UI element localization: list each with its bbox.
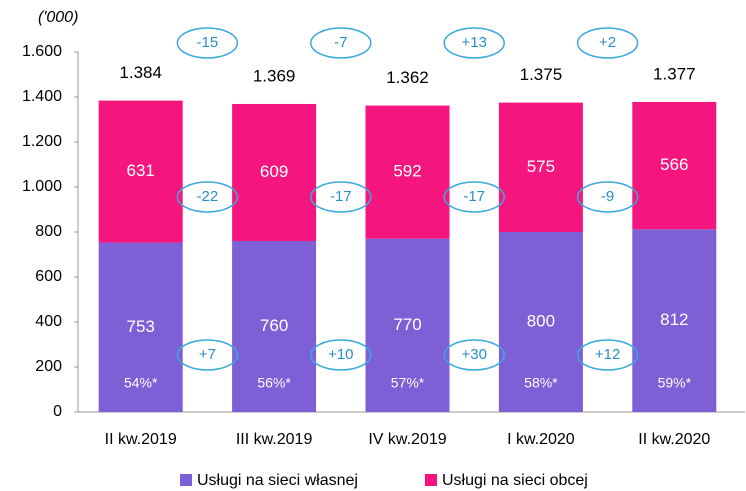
value-label: 770 — [393, 315, 421, 334]
unit-label: ('000) — [38, 9, 78, 26]
bar-segment — [232, 103, 317, 241]
y-tick-label: 1.000 — [22, 178, 62, 195]
value-label: 812 — [660, 310, 688, 329]
change-label: +10 — [328, 346, 353, 363]
change-label: +30 — [461, 346, 486, 363]
change-label: +2 — [599, 34, 616, 51]
total-label: 1.362 — [386, 68, 429, 87]
y-tick-label: 1.200 — [22, 133, 62, 150]
share-label: 54%* — [124, 375, 158, 391]
change-label: +7 — [199, 346, 216, 363]
y-tick-label: 1.400 — [22, 88, 62, 105]
legend-label: Usługi na sieci własnej — [197, 472, 358, 489]
change-bubble — [576, 27, 639, 59]
change-bubble — [176, 27, 239, 59]
x-tick-label: II kw.2020 — [638, 431, 710, 448]
share-label: 56%* — [257, 375, 291, 391]
y-tick-label: 400 — [35, 313, 62, 330]
total-label: 1.375 — [520, 65, 563, 84]
change-bubble — [310, 181, 372, 213]
value-label: 631 — [127, 161, 155, 180]
bar-segment — [498, 102, 583, 232]
x-tick-label: III kw.2019 — [236, 431, 313, 448]
value-label: 753 — [127, 317, 155, 336]
change-label: -17 — [330, 188, 352, 205]
change-bubble — [443, 27, 505, 59]
change-label: -7 — [334, 34, 347, 51]
y-tick-label: 1.600 — [22, 43, 62, 60]
change-bubble — [310, 27, 372, 59]
y-tick-label: 200 — [35, 358, 62, 375]
value-label: 800 — [527, 311, 555, 330]
x-tick-label: IV kw.2019 — [368, 431, 446, 448]
bar-segment — [98, 242, 183, 412]
x-tick-label: I kw.2020 — [507, 431, 575, 448]
total-label: 1.369 — [253, 66, 296, 85]
change-label: +12 — [595, 346, 620, 363]
legend-label: Usługi na sieci obcej — [442, 472, 588, 489]
y-tick-label: 0 — [53, 403, 62, 420]
change-label: -22 — [197, 188, 219, 205]
value-label: 592 — [393, 162, 421, 181]
change-bubble — [310, 339, 372, 371]
bar-segment — [98, 100, 183, 243]
value-label: 575 — [527, 157, 555, 176]
value-label: 566 — [660, 155, 688, 174]
change-bubble — [443, 339, 505, 371]
bar-segment — [365, 238, 450, 412]
bar-segment — [365, 105, 450, 239]
change-label: -17 — [463, 188, 485, 205]
change-bubble — [176, 339, 239, 371]
total-label: 1.384 — [119, 63, 162, 82]
change-label: -15 — [197, 34, 219, 51]
share-label: 59%* — [658, 375, 692, 391]
total-label: 1.377 — [653, 65, 696, 84]
bar-segment — [632, 101, 717, 230]
change-bubble — [576, 181, 639, 213]
value-label: 760 — [260, 316, 288, 335]
y-tick-label: 600 — [35, 268, 62, 285]
bar-segment — [498, 232, 583, 412]
value-label: 609 — [260, 162, 288, 181]
change-bubble — [176, 181, 239, 213]
y-tick-label: 800 — [35, 223, 62, 240]
share-label: 57%* — [391, 375, 425, 391]
legend-swatch — [180, 474, 192, 486]
change-bubble — [576, 339, 639, 371]
x-tick-label: II kw.2019 — [105, 431, 177, 448]
bar-segment — [232, 241, 317, 412]
change-label: -9 — [601, 188, 614, 205]
legend-swatch — [425, 474, 437, 486]
share-label: 58%* — [524, 375, 558, 391]
change-bubble — [443, 181, 505, 213]
change-label: +13 — [461, 34, 486, 51]
bar-segment — [632, 229, 717, 412]
